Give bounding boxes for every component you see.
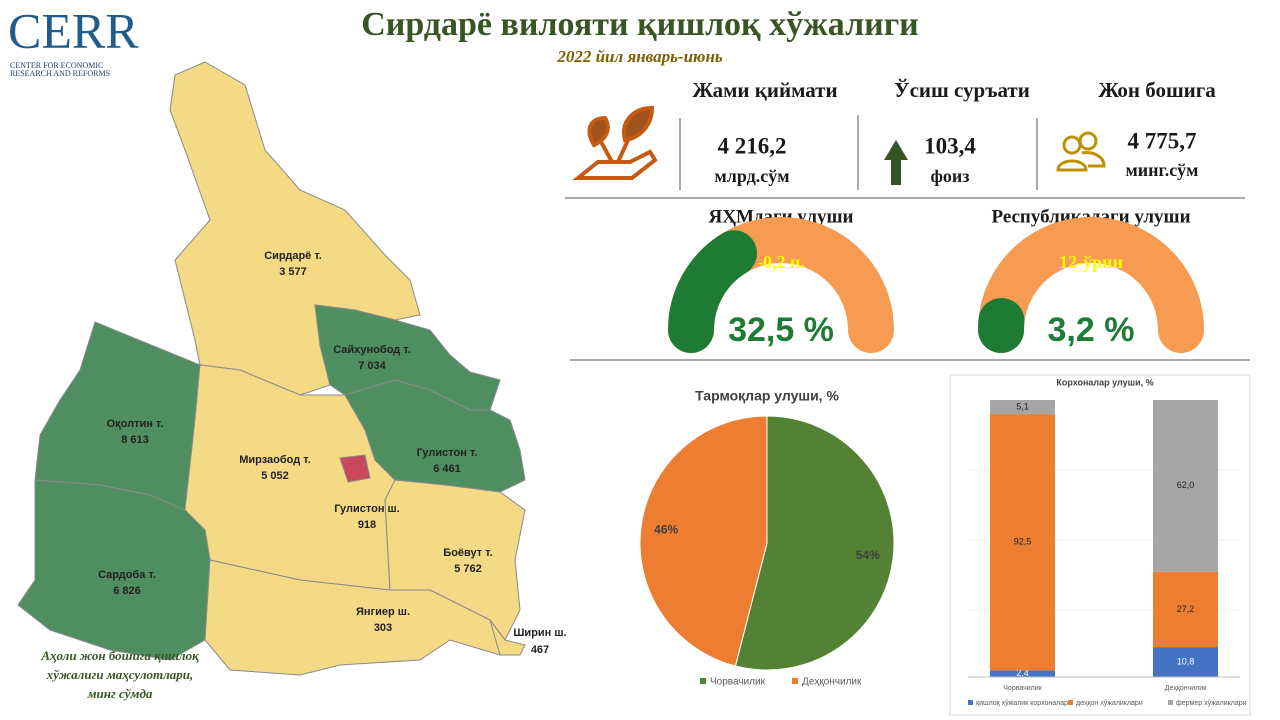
region-value: 6 461 [433,463,461,475]
subtitle: 2022 йил январь-июнь [556,47,723,66]
bar-label: 2,4 [1016,668,1029,678]
region-name: Оқолтин т. [107,418,164,430]
bar-label: 5,1 [1016,401,1029,411]
region-value: 6 826 [113,585,141,597]
region [344,379,526,493]
region-value: 5 052 [261,470,289,482]
gauge-value: 32,5 % [728,311,834,349]
bar-segment [1153,571,1218,648]
legend-label: фермер хўжаликлари [1176,699,1247,707]
region [384,479,526,641]
logo-sub: RESEARCH AND REFORMS [10,69,110,78]
legend-swatch [1068,700,1073,705]
bar-label: 62,0 [1177,480,1195,490]
kpi-value: 103,4 [924,133,976,158]
bar-segment [990,414,1055,671]
bar-label: 10,8 [1177,656,1195,666]
legend-label: Чорвачилик [710,677,766,688]
pie-title: Тармоқлар улуши, % [695,388,839,404]
region-name: Сардоба т. [98,569,156,581]
kpi-unit: фоиз [930,166,969,186]
pie-label: 54% [856,548,880,562]
region-value: 7 034 [358,360,386,372]
region-name: Янгиер ш. [356,606,410,618]
title: Сирдарё вилояти қишлоқ хўжалиги [361,6,919,43]
up-arrow [884,140,908,185]
kpi-label: Жами қиймати [692,78,837,102]
region-name: Гулистон т. [417,447,478,459]
legend-swatch [700,678,706,684]
kpi-unit: минг.сўм [1126,160,1199,180]
kpi-label: Ўсиш суръати [894,78,1030,102]
bar-segment [1153,400,1218,572]
bar-label: 92,5 [1014,537,1032,547]
people-icon [1056,131,1106,172]
gauge-title: Республикадаги улуши [991,206,1190,227]
region [204,559,506,676]
gauge-annotation: 12-ўрин [1059,252,1123,272]
legend-swatch [968,700,973,705]
region-name: Ширин ш. [513,627,566,639]
gauge-value: 3,2 % [1048,311,1135,349]
region [489,619,526,656]
legend-swatch [792,678,798,684]
kpi-unit: млрд.сўм [715,166,790,186]
map-caption: Аҳоли жон бошига қишлоқ [40,648,199,663]
map-caption: минг сўмда [87,686,153,701]
kpi-value: 4 216,2 [718,133,787,158]
logo-sub: CENTER FOR ECONOMIC [10,61,103,70]
region-value: 303 [374,622,392,634]
map-caption: хўжалиги маҳсулотлари, [46,667,194,682]
region-name: Сайхунобод т. [333,344,411,356]
map-labels: Сирдарё т. 3 577 Сайхунобод т. 7 034 Оқо… [98,250,567,656]
legend-label: Деҳқончилик [802,677,862,688]
dividers [565,115,1250,361]
gauge-fill [668,230,757,353]
bar-title: Корхоналар улуши, % [1056,377,1153,387]
kpi-value: 4 775,7 [1128,128,1197,153]
map [17,61,526,676]
region-value: 8 613 [121,434,149,446]
region-value: 3 577 [279,266,307,278]
chart-frame [949,374,1251,716]
x-tick-label: Деҳқончилик [1165,685,1208,692]
gauge-track [978,217,1204,353]
plant-icon [572,105,658,180]
bar-segment [1153,647,1218,677]
region-name: Боёвут т. [443,547,492,559]
legend-label: деҳқон хўжаликлари [1076,699,1143,707]
region [339,454,371,483]
region-value: 467 [531,644,549,656]
region-name: Мирзаобод т. [239,454,311,466]
region-value: 918 [358,519,376,531]
bar-segment [990,400,1055,415]
bar-segment [990,670,1055,677]
pie-slice [734,415,895,671]
legend-swatch [1168,700,1173,705]
pie-slice [639,415,768,667]
bar-label: 27,2 [1177,604,1195,614]
kpi-label: Жон бошига [1098,78,1216,102]
region-name: Гулистон ш. [334,503,400,515]
legend-label: қишлоқ хўжалик корхоналари [976,699,1072,707]
pie-label: 46% [654,522,678,536]
x-tick-label: Чорвачилик [1003,685,1042,692]
region-value: 5 762 [454,563,482,575]
gauge-title: ЯҲМдаги улуши [709,206,854,227]
logo: CERR [8,2,139,58]
region-name: Сирдарё т. [264,250,322,262]
gauge-annotation: -0,2 п. [757,252,805,272]
